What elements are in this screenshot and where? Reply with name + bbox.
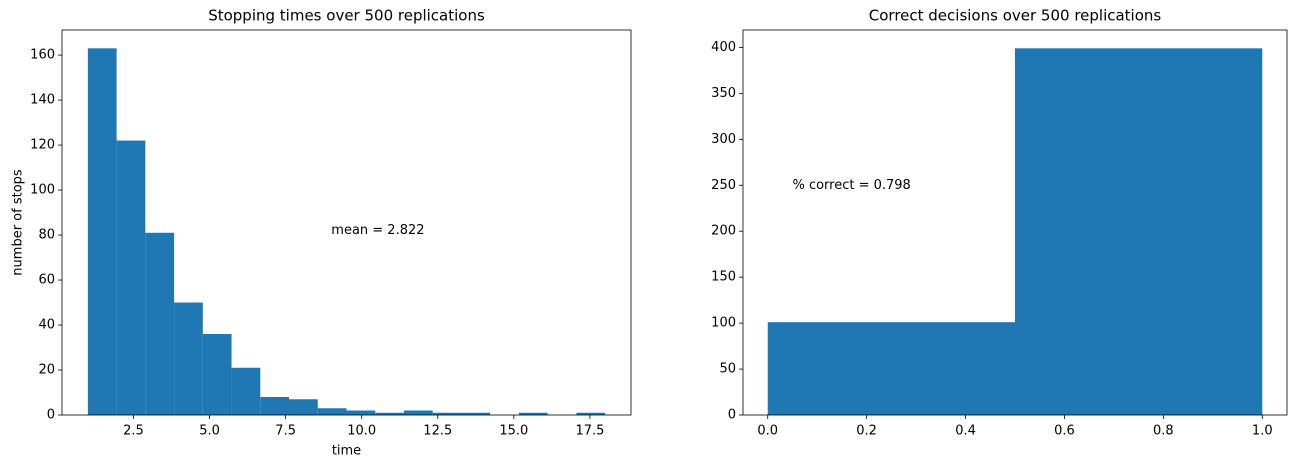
x-tick-label: 0.2 [856,424,877,439]
chart-title: Stopping times over 500 replications [208,7,485,25]
y-tick-label: 150 [711,270,736,285]
x-tick-label: 0.4 [955,424,976,439]
y-tick-label: 140 [30,93,55,108]
bar [767,322,1015,415]
y-tick-label: 40 [38,318,55,333]
bar [375,412,404,415]
plot-frame [742,29,1288,416]
x-tick-label: 17.5 [575,424,604,439]
x-tick-label: 0.6 [1054,424,1075,439]
y-tick-label: 200 [711,224,736,239]
x-tick-label: 1.0 [1252,424,1273,439]
bar [87,48,117,415]
bar [403,410,433,415]
y-tick-label: 100 [30,183,55,198]
x-tick-label: 0.8 [1153,424,1174,439]
y-tick-label: 50 [719,362,736,377]
x-tick-label: 2.5 [123,424,144,439]
chart-title: Correct decisions over 500 replications [869,7,1162,25]
plot-frame [61,29,632,416]
x-tick-label: 12.5 [423,424,452,439]
bar [145,232,175,415]
bar [346,410,376,415]
bar [317,408,347,415]
bar [1015,48,1263,415]
bar [116,140,146,415]
y-tick-label: 350 [711,86,736,101]
bar [202,334,232,415]
bar [518,412,548,415]
y-tick-label: 20 [38,363,55,378]
x-tick-label: 5.0 [199,424,220,439]
y-tick-label: 60 [38,273,55,288]
bar [461,412,491,415]
bar [231,367,261,415]
y-tick-label: 400 [711,40,736,55]
bar [289,399,318,415]
x-tick-label: 10.0 [347,424,376,439]
x-tick-label: 7.5 [275,424,296,439]
y-tick-label: 120 [30,138,55,153]
annotation: % correct = 0.798 [792,178,910,193]
x-tick-label: 15.0 [499,424,528,439]
y-tick-label: 300 [711,132,736,147]
y-tick-label: 0 [47,408,55,423]
y-tick-label: 250 [711,178,736,193]
bar [174,302,203,415]
annotation: mean = 2.822 [331,223,424,238]
y-tick-label: 80 [38,228,55,243]
y-tick-label: 100 [711,316,736,331]
x-tick-label: 0.0 [757,424,778,439]
bar [432,412,462,415]
y-tick-label: 160 [30,48,55,63]
bar [260,397,290,415]
y-tick-label: 0 [728,408,736,423]
x-axis-label: time [332,444,361,459]
bar [576,412,606,415]
y-axis-label: number of stops [11,169,26,276]
